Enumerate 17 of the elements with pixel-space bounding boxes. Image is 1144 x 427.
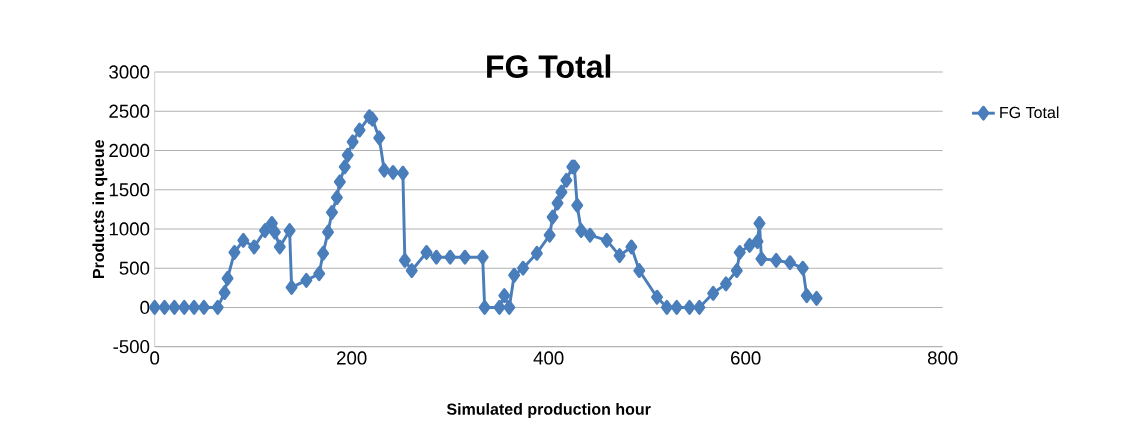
x-axis-title: Simulated production hour	[446, 403, 651, 419]
y-tick-label: 2000	[109, 144, 150, 158]
x-tick-label: 200	[337, 351, 367, 365]
y-tick-label: 500	[119, 261, 150, 275]
y-tick-label: 2500	[109, 104, 150, 119]
chart-title: FG Total	[487, 54, 611, 79]
x-tick-label: 600	[731, 351, 761, 365]
x-tick-label: 400	[533, 351, 564, 365]
y-tick-label: 0	[140, 300, 150, 315]
y-axis-title: Products in queue	[92, 140, 108, 279]
y-tick-label: 1000	[109, 222, 150, 236]
legend-label: FG Total	[1000, 106, 1059, 119]
x-tick-label: 800	[927, 351, 958, 365]
y-tick-label: 1500	[109, 183, 150, 197]
x-tick-label: 0	[150, 351, 160, 365]
y-tick-label: 3000	[109, 65, 150, 79]
y-tick-label: -500	[113, 340, 150, 354]
